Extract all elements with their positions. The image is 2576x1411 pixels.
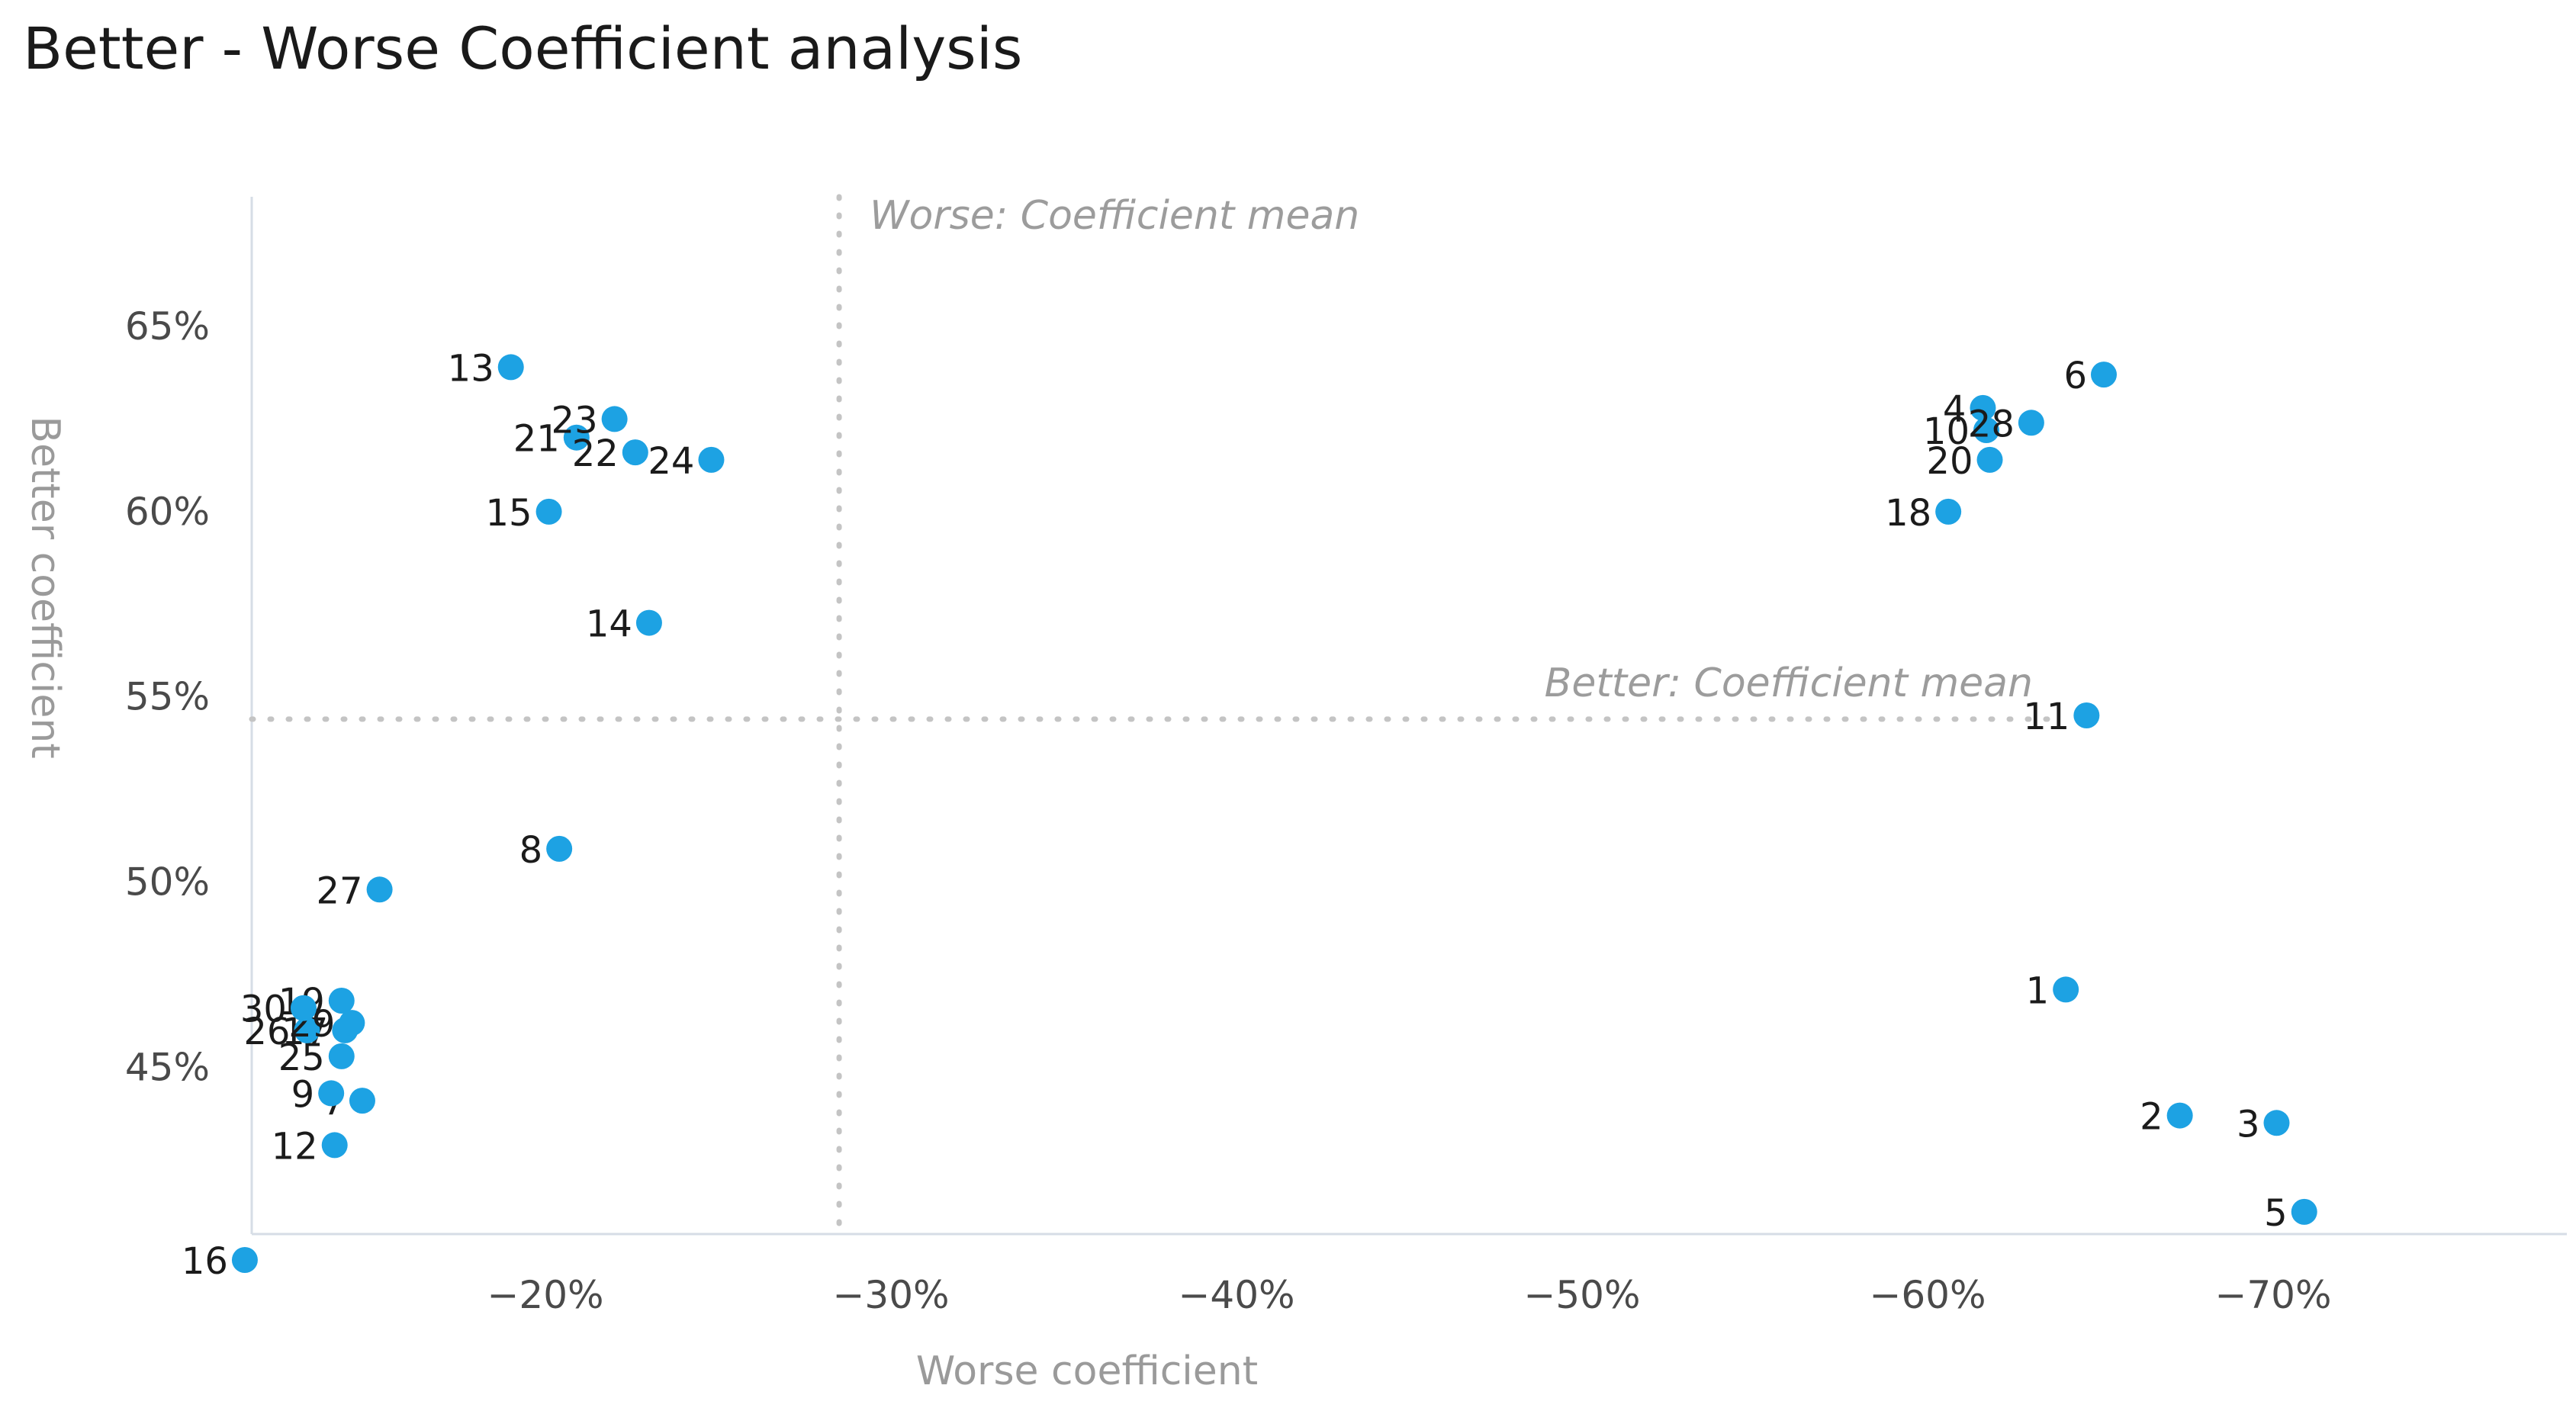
data-point-18[interactable]	[1935, 498, 1962, 525]
data-point-5[interactable]	[2291, 1198, 2317, 1225]
data-point-15[interactable]	[535, 498, 562, 525]
y-tick-label: 45%	[125, 1045, 210, 1089]
data-point-14[interactable]	[635, 609, 662, 636]
data-point-label: 15	[485, 492, 532, 535]
data-point-label: 9	[291, 1073, 315, 1116]
x-tick-label: −50%	[1523, 1273, 1640, 1317]
chart-title: Better - Worse Coefficient analysis	[23, 14, 1022, 82]
y-tick-label: 60%	[125, 490, 210, 534]
data-point-19[interactable]	[328, 988, 355, 1014]
data-point-label: 14	[586, 603, 632, 646]
data-point-21[interactable]	[563, 424, 590, 451]
data-point-4[interactable]	[1970, 394, 1996, 421]
y-axis-title: Better coefficient	[22, 416, 68, 758]
x-axis-title: Worse coefficient	[916, 1348, 1258, 1394]
data-point-11[interactable]	[2073, 702, 2100, 728]
data-point-label: 8	[519, 829, 543, 872]
data-point-8[interactable]	[546, 835, 573, 862]
data-point-label: 12	[272, 1125, 318, 1168]
better-mean-label: Better: Coefficient mean	[1545, 661, 2033, 706]
data-point-25[interactable]	[328, 1043, 355, 1069]
data-point-13[interactable]	[497, 354, 524, 381]
data-point-label: 26	[243, 1011, 290, 1053]
y-tick-label: 50%	[125, 860, 210, 905]
data-point-label: 18	[1885, 492, 1931, 535]
data-point-label: 6	[2063, 355, 2087, 397]
data-point-3[interactable]	[2263, 1110, 2290, 1136]
data-point-label: 24	[648, 440, 694, 483]
data-point-26[interactable]	[294, 1017, 320, 1043]
worse-mean-label: Worse: Coefficient mean	[870, 193, 1359, 239]
data-point-20[interactable]	[1976, 446, 2003, 473]
y-tick-label: 55%	[125, 675, 210, 719]
data-point-label: 23	[552, 399, 598, 442]
data-point-9[interactable]	[318, 1080, 345, 1107]
x-tick-label: −60%	[1869, 1273, 1986, 1317]
y-tick-label: 65%	[125, 304, 210, 349]
data-point-label: 11	[2023, 696, 2069, 738]
data-point-10[interactable]	[1973, 417, 1999, 443]
data-point-1[interactable]	[2053, 976, 2079, 1003]
x-tick-labels: −20% −30% −40% −50% −60% −70%	[487, 1273, 2332, 1317]
x-tick-label: −30%	[833, 1273, 950, 1317]
data-point-label: 20	[1926, 440, 1973, 483]
data-point-27[interactable]	[366, 876, 393, 903]
data-point-label: 1	[2026, 969, 2050, 1012]
data-point-6[interactable]	[2091, 362, 2117, 388]
data-point-label: 3	[2237, 1103, 2260, 1146]
data-point-12[interactable]	[321, 1132, 348, 1159]
data-points: 1234567891011121314151617181920212223242…	[182, 347, 2317, 1283]
data-point-label: 28	[1968, 403, 2015, 445]
data-point-label: 13	[448, 347, 494, 390]
data-point-label: 30	[240, 988, 287, 1031]
data-point-22[interactable]	[622, 439, 648, 466]
data-point-label: 22	[572, 432, 619, 475]
data-point-23[interactable]	[601, 406, 628, 432]
data-point-label: 21	[513, 418, 560, 461]
x-tick-label: −20%	[487, 1273, 604, 1317]
data-point-label: 16	[182, 1240, 228, 1283]
data-point-label: 2	[2140, 1096, 2163, 1139]
data-point-7[interactable]	[349, 1088, 375, 1114]
data-point-label: 4	[1943, 388, 1967, 431]
data-point-29[interactable]	[339, 1010, 365, 1037]
data-point-2[interactable]	[2166, 1102, 2193, 1129]
data-point-28[interactable]	[2018, 410, 2044, 436]
data-point-24[interactable]	[698, 446, 725, 473]
data-point-16[interactable]	[231, 1247, 258, 1273]
data-point-label: 27	[317, 869, 363, 912]
data-point-label: 10	[1923, 410, 1970, 453]
x-tick-label: −40%	[1178, 1273, 1294, 1317]
data-point-label: 25	[278, 1037, 325, 1079]
y-tick-labels: 45% 50% 55% 60% 65%	[125, 304, 210, 1089]
x-tick-label: −70%	[2214, 1273, 2331, 1317]
data-point-label: 5	[2264, 1192, 2288, 1235]
data-point-30[interactable]	[290, 995, 317, 1021]
